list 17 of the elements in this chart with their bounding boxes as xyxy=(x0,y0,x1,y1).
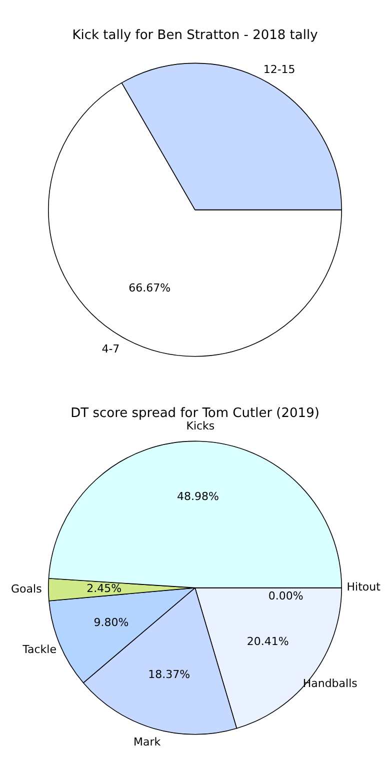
data-label: 48.98% xyxy=(176,490,219,503)
slice-label: Tackle xyxy=(22,643,57,656)
data-label: 9.80% xyxy=(94,616,129,629)
slice-label: Mark xyxy=(133,735,162,748)
slice-label: Handballs xyxy=(302,677,358,690)
data-label: 66.67% xyxy=(128,281,171,294)
data-label: 2.45% xyxy=(86,582,122,595)
category-label: Hitout xyxy=(346,580,380,594)
slice-label: 12-15 xyxy=(263,63,296,76)
slice-label: 4-7 xyxy=(102,342,120,356)
text: 0.00% xyxy=(268,590,304,603)
data-label: 20.41% xyxy=(246,635,289,648)
slice-label: Kicks xyxy=(186,419,215,432)
slice-label: Goals xyxy=(11,582,42,596)
chart-title: DT score spread for Tom Cutler (2019) xyxy=(70,406,320,422)
data-label: 18.37% xyxy=(148,668,190,681)
chart-title: Kick tally for Ben Stratton - 2018 tally xyxy=(72,28,318,44)
